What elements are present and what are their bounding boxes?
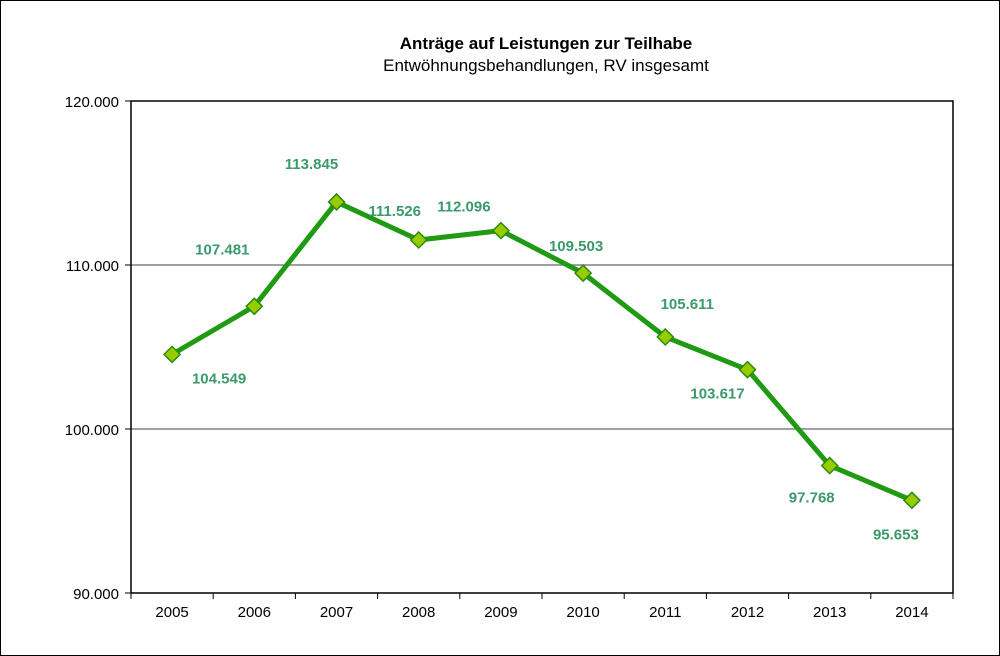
- data-label: 104.549: [192, 370, 246, 387]
- data-point-marker: [327, 192, 346, 212]
- x-tick-label: 2014: [895, 604, 928, 621]
- data-label: 111.526: [368, 203, 421, 220]
- x-tick-label: 2012: [731, 604, 764, 621]
- x-tick-label: 2009: [484, 604, 517, 621]
- data-point-marker: [163, 345, 182, 364]
- data-point-marker: [820, 456, 839, 475]
- chart-subtitle: Entwöhnungsbehandlungen, RV insgesamt: [383, 56, 709, 75]
- data-label: 112.096: [437, 199, 490, 216]
- data-label: 113.845: [285, 156, 338, 173]
- data-point-marker: [409, 230, 428, 250]
- x-tick-label: 2005: [155, 604, 188, 621]
- data-label: 103.617: [690, 386, 744, 403]
- data-point-marker: [491, 221, 510, 240]
- data-label: 95.653: [873, 526, 919, 543]
- data-point-marker: [902, 491, 921, 510]
- chart-title: Anträge auf Leistungen zur Teilhabe: [400, 34, 693, 53]
- data-label: 97.768: [789, 490, 835, 507]
- x-tick-label: 2007: [320, 604, 353, 621]
- x-tick-label: 2013: [813, 604, 846, 621]
- data-point-marker: [738, 360, 757, 379]
- data-label: 109.503: [549, 238, 603, 255]
- data-label: 107.481: [195, 241, 249, 258]
- y-tick-label: 120.000: [65, 94, 119, 111]
- data-point-marker: [656, 327, 675, 347]
- x-tick-label: 2008: [402, 604, 435, 621]
- x-tick-label: 2011: [649, 604, 681, 621]
- x-tick-label: 2006: [238, 604, 271, 621]
- series-line: [170, 199, 913, 503]
- data-label: 105.611: [661, 296, 714, 313]
- plot-area: [130, 100, 954, 594]
- y-tick-label: 110.000: [66, 258, 119, 275]
- y-tick-label: 100.000: [65, 422, 119, 439]
- data-point-marker: [574, 264, 593, 283]
- data-point-marker: [245, 297, 264, 316]
- x-tick-label: 2010: [566, 604, 599, 621]
- y-tick-label: 90.000: [73, 586, 119, 603]
